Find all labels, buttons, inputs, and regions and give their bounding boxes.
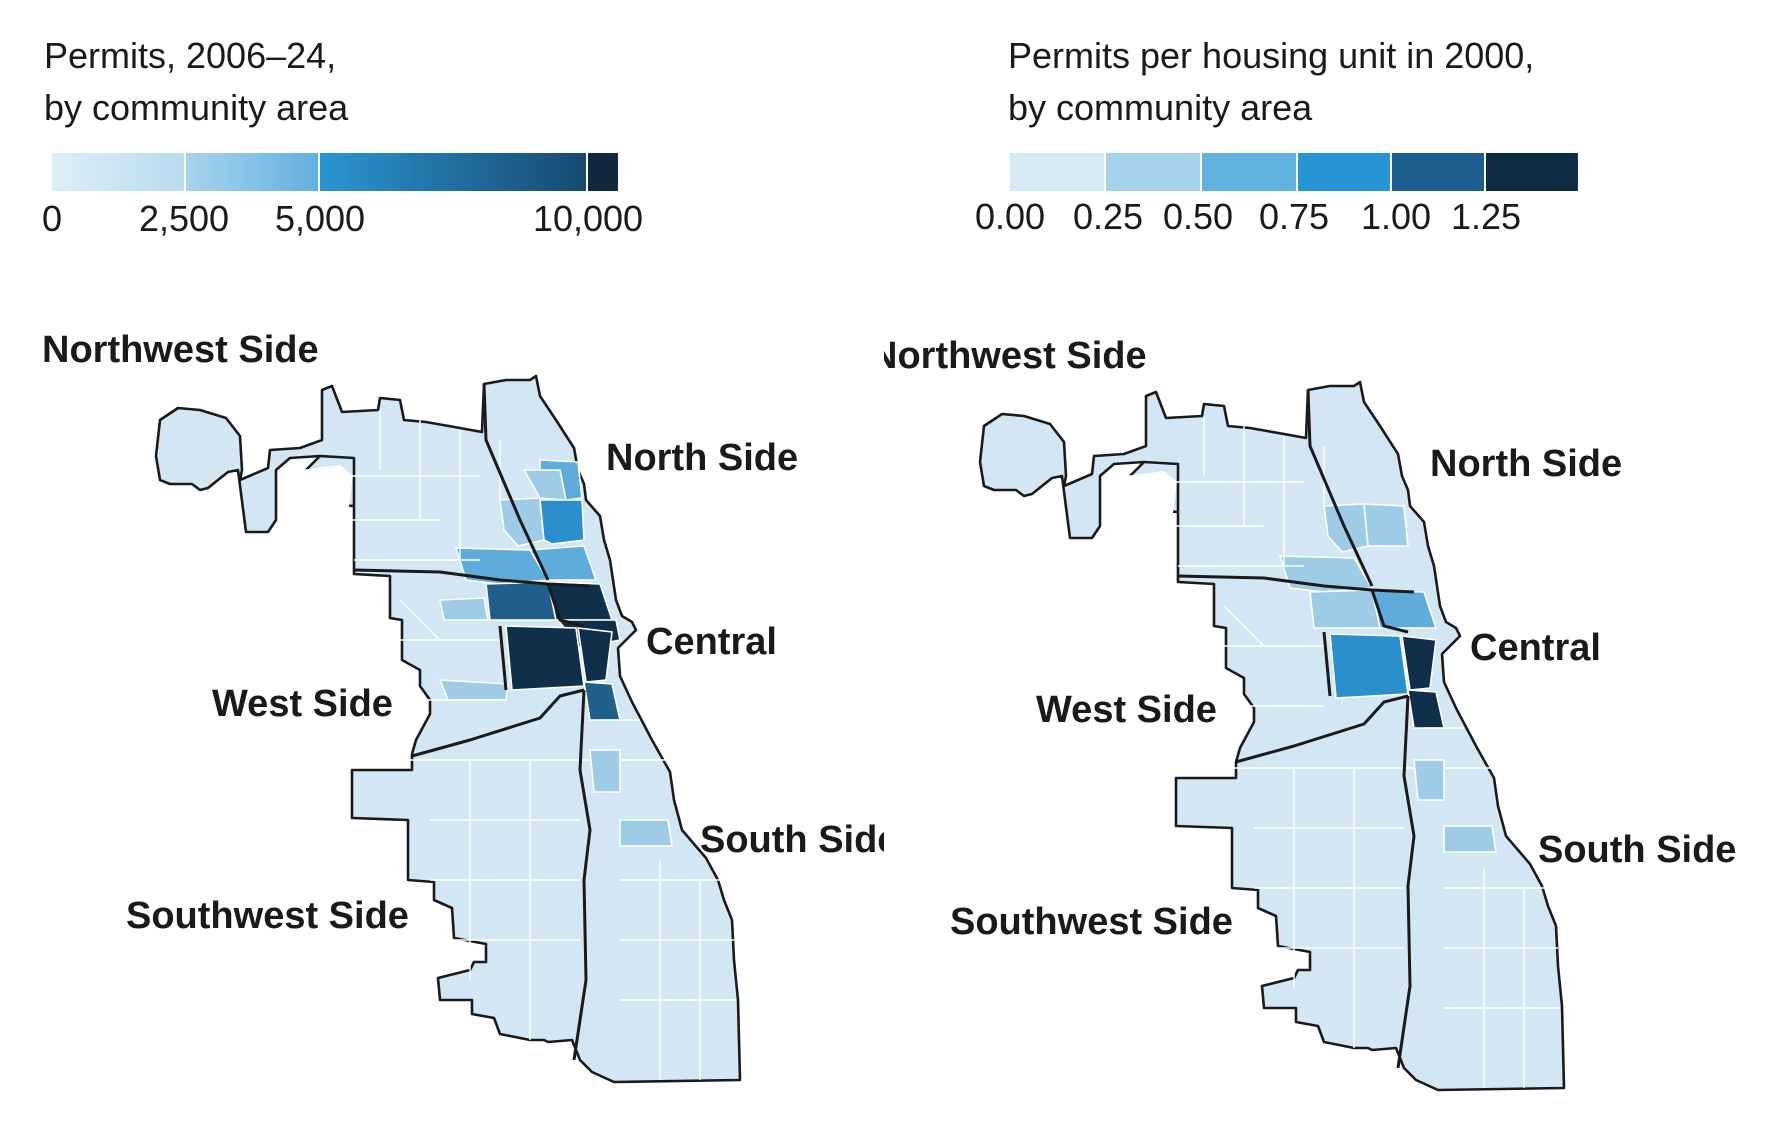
- region-label-central: Central: [646, 621, 777, 663]
- boundary-north-northwest: [482, 383, 550, 581]
- legend-bin-4: [588, 153, 618, 191]
- region-boundaries: [353, 383, 592, 1061]
- area-hyde-park: [619, 819, 673, 847]
- area-west-town: [485, 581, 557, 621]
- area-west-town: [1309, 589, 1381, 629]
- area-ohare-empty: [1113, 471, 1177, 517]
- area-bronzeville: [589, 749, 621, 793]
- legend-title-line1: Permits, 2006–24,: [44, 35, 337, 76]
- community-areas: [289, 459, 673, 847]
- region-label-southwest: Southwest Side: [950, 901, 1233, 943]
- boundary-northwest-west: [353, 568, 591, 588]
- legend-title-line2: by community area: [1008, 87, 1313, 128]
- boundary-west-southwest: [1235, 694, 1409, 764]
- legend-tick: 0.75: [1258, 196, 1330, 237]
- legend-tick: 0.00: [974, 196, 1046, 237]
- map-panel-permits: Permits, 2006–24, by community area 0 2,…: [0, 0, 884, 1138]
- legend-color-bar: [1010, 153, 1578, 191]
- area-uptown: [1363, 503, 1409, 547]
- legend-title-line1: Permits per housing unit in 2000,: [1008, 35, 1535, 76]
- city-base: [154, 374, 742, 1084]
- region-label-west: West Side: [1036, 689, 1217, 731]
- legend-color-bar: [52, 153, 618, 191]
- region-label-central: Central: [1470, 627, 1601, 669]
- region-label-north: North Side: [606, 437, 798, 479]
- boundary-west-southwest: [411, 688, 585, 758]
- region-label-south: South Side: [700, 819, 884, 861]
- boundary-north-northwest: [1306, 389, 1374, 587]
- legend-tick: 2,500: [138, 198, 230, 239]
- region-boundaries: [1177, 389, 1416, 1069]
- area-ohare-empty: [289, 465, 353, 511]
- chicago-choropleth-map: Northwest Side North Side Central West S…: [884, 335, 1736, 1092]
- area-loop: [577, 627, 613, 683]
- legend-bin-1: [1010, 153, 1106, 191]
- legend-bin-3: [320, 153, 588, 191]
- city-base: [978, 380, 1566, 1092]
- region-label-northwest: Northwest Side: [884, 335, 1147, 377]
- area-hyde-park: [1443, 825, 1497, 853]
- legend-bin-2: [186, 153, 320, 191]
- legend-bin-4: [1298, 153, 1392, 191]
- region-label-west: West Side: [212, 683, 393, 725]
- legend-bin-6: [1486, 153, 1578, 191]
- legend-tick: 1.00: [1360, 196, 1432, 237]
- legend-tick: 5,000: [274, 198, 366, 239]
- legend-bin-3: [1202, 153, 1298, 191]
- region-label-northwest: Northwest Side: [42, 329, 319, 371]
- area-bronzeville: [1413, 759, 1445, 801]
- map-panel-permits-per-unit: Permits per housing unit in 2000, by com…: [884, 0, 1768, 1138]
- region-label-south: South Side: [1538, 829, 1736, 871]
- legend-bin-2: [1106, 153, 1202, 191]
- legend-tick: 0.25: [1072, 196, 1144, 237]
- boundary-south-southwest: [572, 689, 592, 1061]
- legend-title: Permits, 2006–24, by community area: [44, 30, 348, 134]
- area-near-west-side: [505, 625, 585, 691]
- boundary-central-north: [1370, 589, 1409, 634]
- legend-tick: 1.25: [1450, 196, 1522, 237]
- area-uptown: [539, 499, 585, 545]
- area-humboldt-park: [439, 597, 489, 621]
- boundary-central-north: [546, 583, 585, 628]
- legend-title-line2: by community area: [44, 87, 349, 128]
- region-label-north: North Side: [1430, 443, 1622, 485]
- area-near-west-side: [1329, 633, 1409, 699]
- legend-bin-1: [52, 153, 186, 191]
- legend-bin-5: [1392, 153, 1486, 191]
- area-lower-west: [438, 679, 509, 701]
- legend-tick: 10,000: [532, 198, 644, 239]
- chicago-choropleth-map: Northwest Side North Side Central West S…: [42, 329, 884, 1084]
- boundary-northwest-west: [1177, 574, 1415, 594]
- boundary-central-west: [498, 625, 508, 691]
- boundary-south-southwest: [1396, 695, 1416, 1069]
- region-label-southwest: Southwest Side: [126, 895, 409, 937]
- legend-title: Permits per housing unit in 2000, by com…: [1008, 30, 1534, 134]
- legend-tick: 0.50: [1162, 196, 1234, 237]
- area-loop: [1401, 635, 1437, 691]
- legend-tick: 0: [41, 198, 63, 239]
- boundary-central-west: [1322, 631, 1332, 697]
